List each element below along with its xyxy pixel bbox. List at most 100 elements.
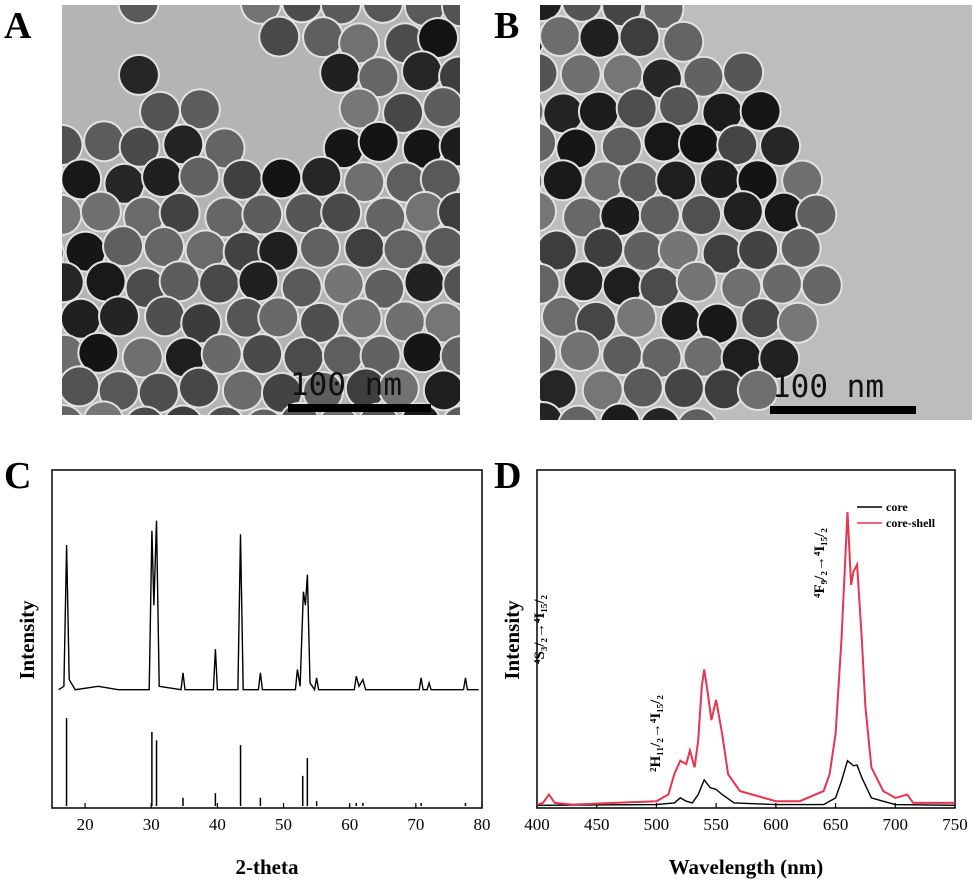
particle (617, 89, 656, 128)
particle-halo (3, 267, 45, 309)
particle (81, 192, 120, 231)
particle-halo (540, 169, 544, 193)
particle (62, 195, 81, 234)
particle (724, 53, 763, 92)
particle (583, 371, 622, 410)
annotation: ²H₁₁/₂→⁴I₁₅/₂ (648, 695, 664, 772)
particle (642, 338, 681, 377)
particle-halo (3, 197, 45, 239)
particle (623, 368, 662, 407)
particle-halo (481, 56, 523, 98)
particle-halo (478, 403, 520, 445)
particle (718, 126, 757, 165)
particle (797, 195, 836, 234)
particle (466, 230, 504, 268)
particle (781, 228, 820, 267)
particle (483, 58, 521, 96)
particle (403, 129, 442, 168)
particle (345, 228, 384, 267)
particle (284, 338, 323, 377)
x-tick-label: 650 (823, 815, 849, 834)
particle (617, 298, 656, 337)
particle (143, 157, 182, 196)
particle (441, 337, 460, 376)
particle (478, 267, 516, 305)
particle (480, 124, 518, 162)
particle (679, 124, 718, 163)
particle (223, 160, 262, 199)
particle (778, 303, 817, 342)
particle (22, 370, 60, 408)
particle (140, 92, 179, 131)
x-tick-label: 600 (763, 815, 789, 834)
particle (660, 87, 699, 126)
particle-halo (62, 386, 63, 391)
particle-halo (482, 336, 524, 378)
particle (4, 410, 42, 448)
particle (580, 18, 619, 57)
particle (62, 367, 99, 406)
particle-halo (62, 165, 67, 193)
particle (477, 197, 515, 235)
particle (677, 262, 716, 301)
particle (419, 18, 458, 57)
particle (262, 373, 301, 412)
particle-halo (443, 405, 460, 415)
particle (62, 169, 65, 190)
particle (540, 54, 557, 93)
particle (285, 194, 324, 233)
particle (540, 244, 541, 249)
particle (560, 332, 599, 371)
particle (544, 94, 583, 133)
particle (557, 129, 596, 168)
data-line (58, 520, 479, 692)
particle (644, 122, 683, 161)
particle (126, 268, 165, 307)
particle (6, 333, 44, 371)
particle (444, 265, 460, 304)
scale-bar (770, 406, 916, 414)
data-line (536, 511, 955, 806)
plot-frame (536, 469, 956, 809)
particle (661, 302, 700, 341)
particle (502, 373, 540, 411)
particle (62, 263, 83, 302)
particle (584, 162, 623, 201)
x-axis-label: 2-theta (236, 855, 299, 879)
particle (250, 409, 278, 415)
particle (657, 161, 696, 200)
particle (682, 196, 721, 235)
x-tick-label: 80 (474, 815, 491, 834)
particle (703, 93, 742, 132)
particle (741, 92, 780, 131)
particle (499, 300, 537, 338)
panel-label: B (494, 5, 519, 47)
particle (209, 407, 241, 415)
particle (361, 336, 400, 375)
particle-halo (62, 310, 63, 324)
particle (484, 338, 522, 376)
particle-halo (463, 297, 505, 339)
particle (321, 53, 360, 92)
particle (443, 5, 460, 26)
particle (364, 5, 402, 22)
particle (564, 198, 603, 237)
x-tick-label: 450 (584, 815, 610, 834)
particle (405, 263, 444, 302)
scale-bar-label: 100 nm (290, 367, 402, 403)
particle (403, 333, 442, 372)
particle (62, 299, 100, 338)
particle (540, 370, 576, 409)
particle (105, 164, 144, 203)
panel-label: C (4, 455, 31, 497)
particle (262, 159, 301, 198)
particle (761, 127, 800, 166)
particle (424, 88, 460, 127)
particle (703, 234, 742, 273)
scale-bar-label: 100 nm (772, 369, 884, 405)
particle (424, 371, 460, 410)
x-tick-label: 50 (275, 815, 292, 834)
legend-label: core (886, 500, 908, 514)
particle (465, 368, 503, 406)
